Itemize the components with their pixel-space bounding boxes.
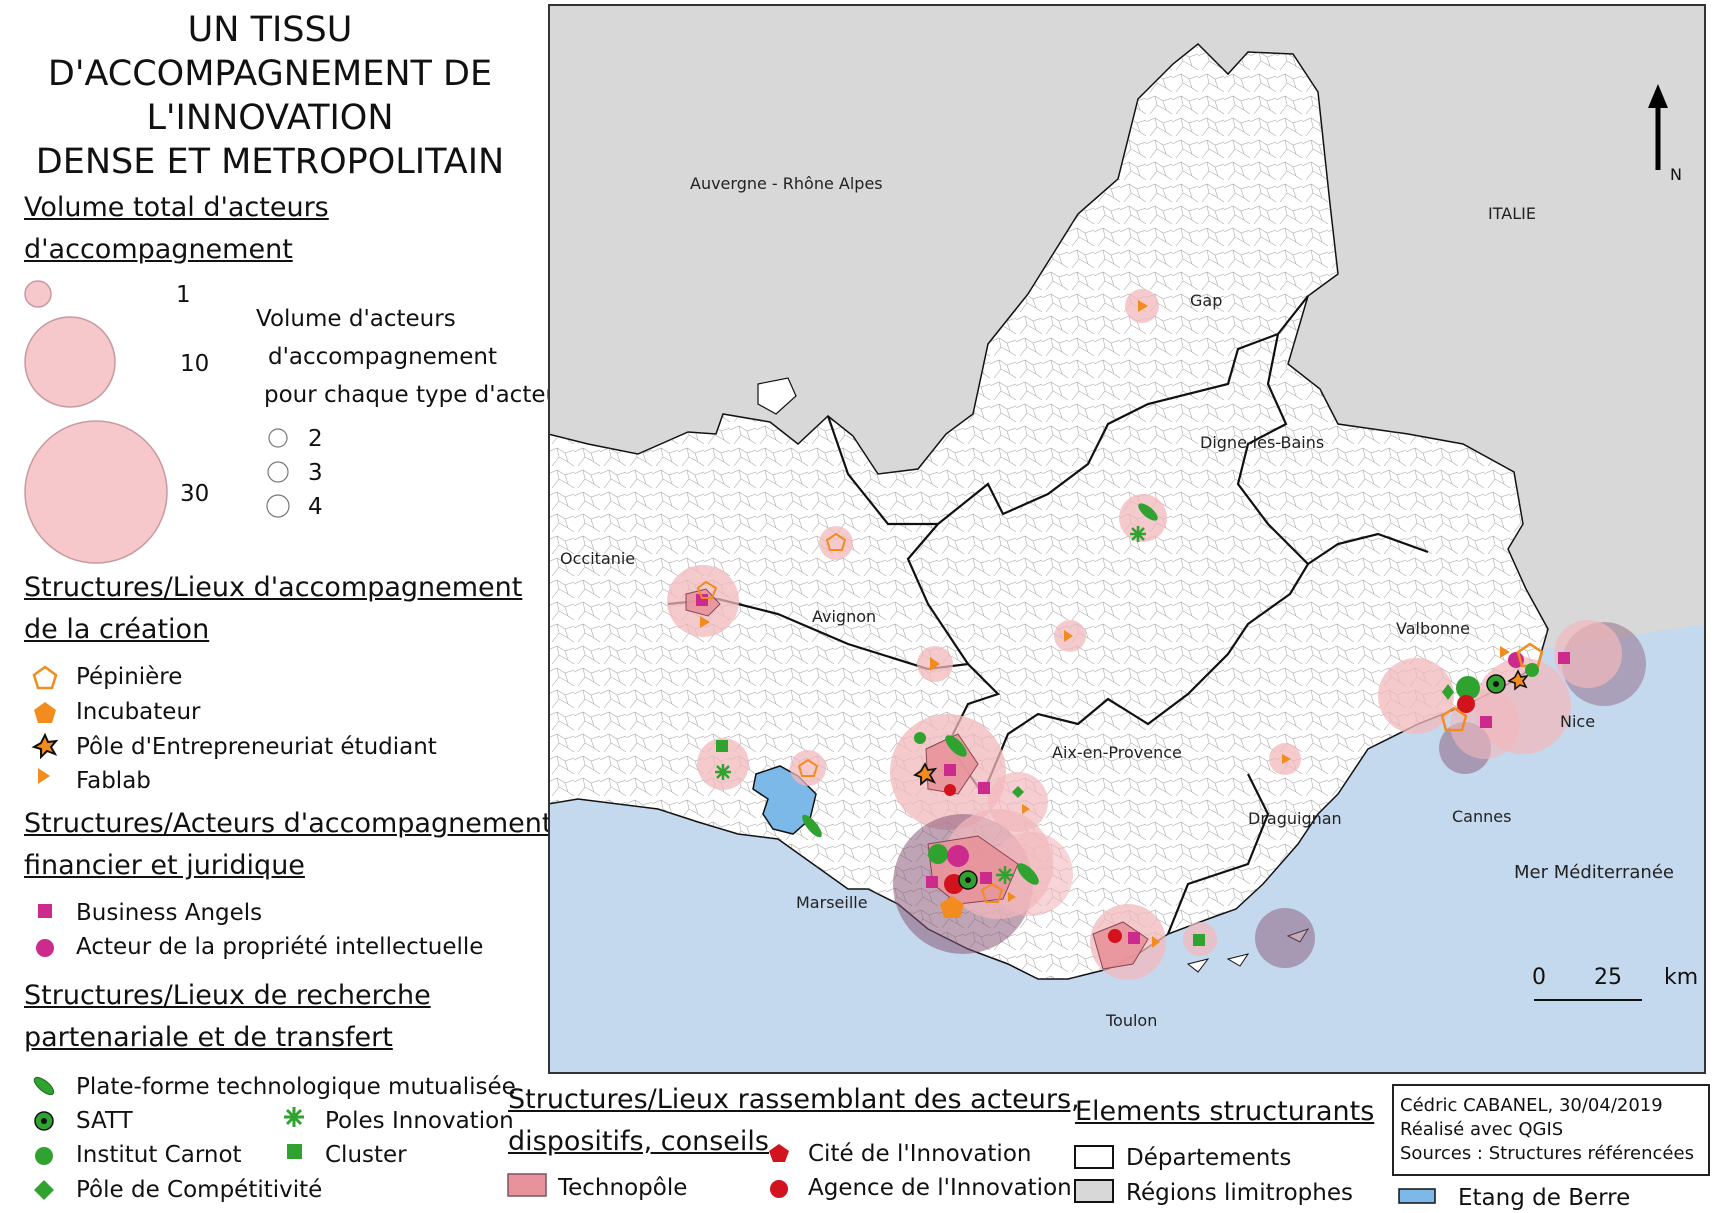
- legend-satt: SATT: [76, 1108, 133, 1134]
- title-line-4: DENSE ET METROPOLITAIN: [35, 142, 505, 182]
- title-line-1: UN TISSU: [187, 10, 353, 50]
- legend-recherche-heading-2: partenariale et de transfert: [24, 1022, 393, 1053]
- legend-technopole: Technopôle: [558, 1175, 688, 1201]
- technopole-icon: [507, 1173, 547, 1197]
- legend-institut-carnot: Institut Carnot: [76, 1142, 242, 1168]
- north-label: N: [1670, 165, 1682, 184]
- legend-recherche-heading-1: Structures/Lieux de recherche: [24, 980, 431, 1011]
- legend-value-30: 30: [180, 481, 210, 507]
- legend-business-angels: Business Angels: [76, 900, 263, 926]
- label-avignon: Avignon: [812, 607, 876, 626]
- label-gap: Gap: [1190, 291, 1222, 310]
- legend-cite-innovation: Cité de l'Innovation: [808, 1141, 1032, 1167]
- label-cannes: Cannes: [1452, 807, 1511, 826]
- title-line-2: D'ACCOMPAGNEMENT DE: [47, 54, 493, 94]
- legend-regions-limitrophes: Régions limitrophes: [1126, 1180, 1353, 1206]
- credits-tool: Réalisé avec QGIS: [1400, 1119, 1564, 1140]
- cite-innovation-icon: [769, 1144, 789, 1162]
- legend-creation-heading-2: de la création: [24, 614, 210, 645]
- legend-volume-total-heading-1: Volume total d'acteurs: [24, 192, 329, 223]
- legend-creation-heading-1: Structures/Lieux d'accompagnement: [24, 572, 523, 603]
- legend-creation-symbols: [31, 665, 59, 784]
- legend-volume-circles: [24, 280, 168, 564]
- legend-pole-entrepreneuriat: Pôle d'Entrepreneuriat étudiant: [76, 734, 437, 760]
- legend-type-value-4: 4: [308, 494, 323, 520]
- legend-departements: Départements: [1126, 1145, 1292, 1171]
- legend-rassemblant-heading-1: Structures/Lieux rassemblant des acteurs…: [508, 1084, 1080, 1115]
- legend-recherche-symbols: [33, 1076, 55, 1200]
- legend-recherche-symbols-2: [284, 1107, 304, 1159]
- legend-pole-competitivite: Pôle de Compétitivité: [76, 1177, 323, 1203]
- map-markers: [696, 300, 1570, 948]
- north-arrow-icon: [1648, 84, 1668, 170]
- map-title: UN TISSU D'ACCOMPAGNEMENT DE L'INNOVATIO…: [20, 8, 520, 184]
- etang-berre-icon: [1398, 1188, 1436, 1204]
- legend-type-value-2: 2: [308, 426, 323, 452]
- legend-plateforme: Plate-forme technologique mutualisée: [76, 1074, 516, 1100]
- legend-circle-1: [24, 280, 52, 308]
- departements-icon: [1074, 1145, 1114, 1169]
- legend-incubateur: Incubateur: [76, 699, 201, 725]
- legend-poles-innovation: Poles Innovation: [325, 1108, 514, 1134]
- legend-circle-30: [24, 420, 168, 564]
- map: N 0 25 km Auvergne - Rhône Alpes ITALIE …: [548, 4, 1706, 1074]
- legend-agence-innovation: Agence de l'Innovation: [808, 1175, 1072, 1201]
- label-digne: Digne-les-Bains: [1200, 433, 1324, 452]
- legend-circle-10: [24, 316, 116, 408]
- pole-entrepreneuriat-icon: [31, 732, 59, 760]
- legend-volume-type-line-1: Volume d'acteurs: [256, 306, 456, 332]
- legend-financier-heading-1: Structures/Acteurs d'accompagnement: [24, 808, 553, 839]
- legend-propriete-intellectuelle: Acteur de la propriété intellectuelle: [76, 934, 484, 960]
- legend-volume-total-heading-2: d'accompagnement: [24, 234, 293, 265]
- legend-cluster: Cluster: [325, 1142, 407, 1168]
- label-occitanie: Occitanie: [560, 549, 635, 568]
- legend-financier-heading-2: financier et juridique: [24, 850, 305, 881]
- label-draguignan: Draguignan: [1248, 809, 1342, 828]
- fablab-icon: [38, 768, 50, 784]
- pole-competitivite-icon: [34, 1180, 54, 1200]
- legend-type-circles: [266, 428, 290, 518]
- legend-elements-heading: Elements structurants: [1075, 1096, 1375, 1127]
- label-nice: Nice: [1560, 712, 1595, 731]
- legend-technopole-swatch: [507, 1173, 547, 1197]
- legend-value-1: 1: [176, 282, 191, 308]
- institut-carnot-icon: [35, 1147, 53, 1165]
- label-italie: ITALIE: [1488, 204, 1536, 223]
- label-mer: Mer Méditerranée: [1514, 862, 1674, 883]
- credits-author: Cédric CABANEL, 30/04/2019: [1400, 1095, 1663, 1116]
- pepiniere-icon: [32, 665, 58, 690]
- legend-elements-swatches: [1074, 1145, 1114, 1203]
- legend-volume-type-line-3: pour chaque type d'acteurs: [264, 382, 582, 408]
- scale-distance: 25: [1594, 965, 1622, 990]
- legend-fablab: Fablab: [76, 768, 151, 794]
- plateforme-icon: [33, 1076, 55, 1096]
- legend-etang-berre: Etang de Berre: [1458, 1185, 1631, 1211]
- propriete-intellectuelle-icon: [36, 939, 54, 957]
- label-toulon: Toulon: [1105, 1011, 1157, 1030]
- cluster-icon: [287, 1144, 302, 1159]
- business-angels-icon: [38, 904, 52, 918]
- scale-zero: 0: [1532, 965, 1546, 990]
- incubateur-icon: [34, 702, 56, 723]
- legend-berre-swatch: [1398, 1188, 1436, 1204]
- legend-rassemblant-heading-2: dispositifs, conseils: [508, 1126, 769, 1157]
- poles-innovation-icon: [284, 1107, 304, 1127]
- legend-rassemblant-symbols: [769, 1144, 789, 1198]
- label-valbonne: Valbonne: [1396, 619, 1470, 638]
- legend-value-10: 10: [180, 351, 210, 377]
- label-aix: Aix-en-Provence: [1052, 743, 1182, 762]
- legend-volume-type-line-2: d'accompagnement: [268, 344, 497, 370]
- regions-limitrophes-icon: [1074, 1179, 1114, 1203]
- scale-unit: km: [1664, 965, 1698, 990]
- map-frame: [548, 4, 1706, 1074]
- legend-type-value-3: 3: [308, 460, 323, 486]
- credits-sources: Sources : Structures référencées: [1400, 1143, 1694, 1164]
- label-marseille: Marseille: [796, 893, 868, 912]
- agence-innovation-icon: [770, 1180, 788, 1198]
- title-line-3: L'INNOVATION: [146, 98, 394, 138]
- credits-box: Cédric CABANEL, 30/04/2019 Réalisé avec …: [1392, 1084, 1710, 1176]
- legend-pepiniere: Pépinière: [76, 664, 183, 690]
- label-auvergne: Auvergne - Rhône Alpes: [690, 174, 883, 193]
- legend-financier-symbols: [36, 904, 54, 957]
